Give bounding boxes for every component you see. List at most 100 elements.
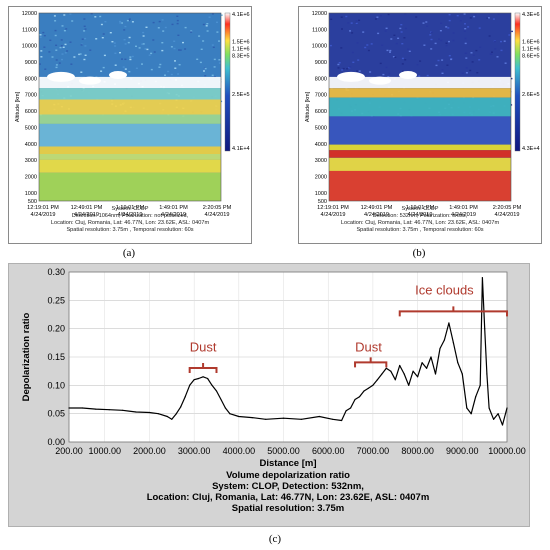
y-tick-label: 10000 <box>312 44 327 50</box>
noise-pixel <box>153 51 156 53</box>
noise-pixel <box>404 13 407 15</box>
noise-pixel <box>61 53 64 55</box>
noise-pixel <box>182 41 184 44</box>
noise-pixel <box>94 16 97 18</box>
noise-pixel <box>145 26 148 28</box>
cloud-blob <box>399 71 417 80</box>
noise-pixel <box>400 31 403 33</box>
noise-pixel <box>447 27 450 29</box>
plot-frame <box>68 271 508 443</box>
colorbar-label: 4.3E+4 <box>522 146 540 152</box>
data-point <box>198 377 200 380</box>
noise-pixel <box>40 50 43 52</box>
noise-pixel <box>345 15 348 18</box>
noise-pixel <box>404 27 407 30</box>
y-axis-label: Depolarization ratio <box>21 312 32 401</box>
noise-pixel <box>464 42 467 45</box>
x-tick-label: 3000.00 <box>178 446 211 456</box>
noise-pixel <box>218 59 221 61</box>
noise-pixel <box>42 31 45 34</box>
noise-pixel <box>500 49 503 52</box>
noise-pixel <box>55 44 58 46</box>
noise-pixel <box>475 49 478 52</box>
x-tick-label: 200.00 <box>55 446 83 456</box>
noise-pixel <box>190 30 193 32</box>
noise-pixel <box>157 27 160 29</box>
noise-pixel <box>100 70 103 72</box>
noise-pixel <box>347 22 350 24</box>
noise-pixel <box>178 64 181 66</box>
noise-pixel <box>138 47 141 49</box>
noise-pixel <box>202 23 205 26</box>
noise-pixel <box>61 58 63 61</box>
noise-pixel <box>394 56 397 58</box>
noise-pixel <box>204 67 207 70</box>
data-point <box>470 413 472 415</box>
colorbar-label: 4.1E+6 <box>232 12 250 18</box>
noise-pixel <box>65 28 68 30</box>
noise-pixel <box>402 70 405 72</box>
noise-pixel <box>212 46 215 48</box>
data-point <box>265 418 267 420</box>
noise-pixel <box>382 73 385 76</box>
y-tick-label: 5000 <box>315 125 327 131</box>
noise-pixel <box>176 15 179 17</box>
noise-pixel <box>184 48 187 50</box>
data-point <box>318 415 320 418</box>
x-tick-label: 4000.00 <box>223 446 256 456</box>
cloud-blob <box>109 71 127 80</box>
noise-pixel <box>173 40 176 42</box>
noise-pixel <box>53 15 56 17</box>
panel-a-info: System: CLOP Detection: 1064nm, Polariza… <box>9 206 251 234</box>
noise-pixel <box>218 40 220 42</box>
noise-pixel <box>369 71 372 73</box>
data-point <box>358 396 361 398</box>
noise-pixel <box>397 37 400 39</box>
noise-pixel <box>467 26 470 28</box>
info-line: Volume depolarization ratio <box>226 470 350 481</box>
dust-layer <box>39 146 221 154</box>
colorbar <box>224 12 231 152</box>
noise-pixel <box>423 44 426 46</box>
x-tick-date: 4/24/2019 <box>118 212 143 218</box>
noise-pixel <box>491 51 493 53</box>
annotation-label: Dust <box>190 339 217 354</box>
data-point <box>466 407 468 409</box>
noise-pixel <box>39 34 42 36</box>
noise-pixel <box>448 14 451 16</box>
noise-pixel <box>204 75 207 77</box>
noise-pixel <box>205 25 208 27</box>
noise-pixel <box>213 58 216 61</box>
data-point <box>434 373 437 375</box>
x-tick-date: 4/24/2019 <box>74 212 99 218</box>
data-point <box>461 373 463 375</box>
noise-pixel <box>393 34 396 36</box>
noise-pixel <box>448 40 450 43</box>
y-tick-label: 6000 <box>25 109 37 115</box>
noise-pixel <box>342 67 345 70</box>
noise-pixel <box>445 26 448 28</box>
noise-pixel <box>340 16 343 18</box>
data-point <box>211 384 213 386</box>
noise-pixel <box>64 43 67 46</box>
noise-pixel <box>119 22 122 24</box>
noise-pixel <box>62 46 65 48</box>
noise-pixel <box>510 77 513 80</box>
y-tick-label: 7000 <box>25 93 37 99</box>
noise-pixel <box>84 54 87 56</box>
noise-pixel <box>346 68 349 70</box>
noise-pixel <box>176 19 179 22</box>
x-tick-label: 9000.00 <box>446 446 479 456</box>
noise-pixel <box>178 49 180 51</box>
noise-pixel <box>69 41 72 43</box>
noise-pixel <box>43 35 46 37</box>
noise-pixel <box>63 14 66 16</box>
data-point <box>439 347 441 350</box>
noise-pixel <box>489 53 492 55</box>
noise-pixel <box>54 29 57 32</box>
noise-pixel <box>73 56 76 58</box>
y-tick-label: 5000 <box>25 125 37 131</box>
y-tick-label: 3000 <box>315 158 327 164</box>
data-point <box>135 411 137 413</box>
noise-pixel <box>177 34 180 36</box>
